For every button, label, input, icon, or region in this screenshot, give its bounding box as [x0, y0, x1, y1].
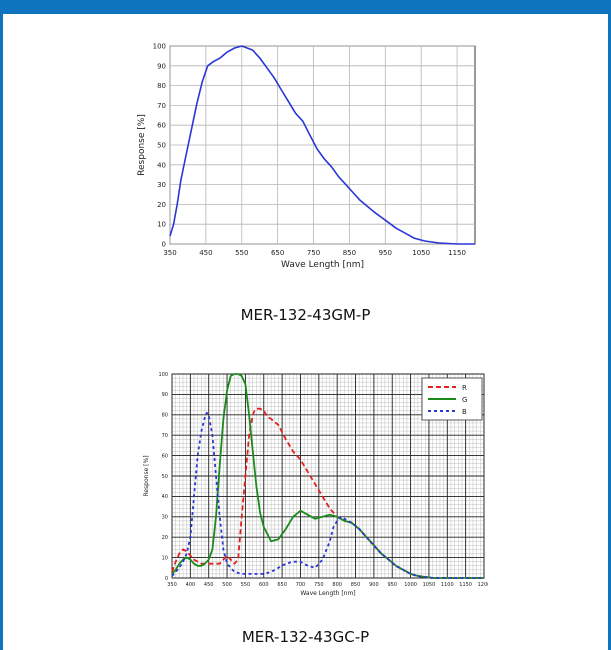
y-tick-label: 30 [162, 515, 168, 521]
y-tick-label: 80 [162, 413, 168, 419]
x-axis-label: Wave Length [nm] [281, 260, 364, 270]
x-tick-label: 1150 [448, 249, 466, 257]
x-tick-label: 600 [259, 582, 269, 588]
x-tick-label: 400 [186, 582, 196, 588]
x-tick-label: 700 [296, 582, 306, 588]
x-tick-label: 350 [167, 582, 177, 588]
x-tick-label: 1100 [441, 582, 454, 588]
y-tick-label: 0 [165, 576, 168, 582]
y-tick-label: 90 [157, 62, 166, 70]
y-tick-label: 20 [157, 201, 166, 209]
x-tick-label: 1050 [412, 249, 430, 257]
y-tick-label: 20 [162, 535, 168, 541]
y-tick-label: 60 [162, 453, 168, 459]
mono-response-chart: 350 450 550 650 750 850 950 1050 1150 0 10 20 30 40 50… [137, 42, 476, 270]
right-border [608, 0, 611, 650]
x-tick-label: 550 [241, 582, 251, 588]
series-line-b [171, 411, 484, 579]
y-axis-label: Response [%] [137, 114, 147, 176]
x-tick-label: 750 [314, 582, 324, 588]
y-tick-label: 60 [157, 122, 166, 130]
y-axis-label: Response [%] [143, 455, 150, 496]
x-tick-label: 1150 [459, 582, 472, 588]
series-line [169, 45, 475, 245]
y-tick-label: 100 [153, 42, 166, 50]
y-tick-label: 10 [162, 555, 168, 561]
x-axis-label: Wave Length [nm] [300, 590, 355, 597]
x-tick-label: 950 [387, 582, 397, 588]
y-tick-label: 50 [162, 474, 168, 480]
x-tick-label: 550 [235, 249, 248, 257]
x-tick-label: 850 [351, 582, 361, 588]
x-tick-label: 1050 [423, 582, 436, 588]
x-tick-label: 450 [204, 582, 214, 588]
x-tick-label: 850 [343, 249, 356, 257]
x-tick-label: 650 [271, 249, 284, 257]
color-chart-caption: MER-132-43GC-P [241, 628, 370, 646]
legend-label-g: G [462, 396, 467, 404]
y-tick-label: 80 [157, 82, 166, 90]
x-tick-label: 350 [163, 249, 176, 257]
y-tick-label: 40 [157, 161, 166, 169]
legend-label-b: B [462, 408, 467, 416]
x-tick-label: 650 [277, 582, 287, 588]
x-tick-label: 500 [222, 582, 232, 588]
x-tick-label: 950 [379, 249, 392, 257]
x-tick-label: 750 [307, 249, 320, 257]
y-tick-label: 50 [157, 141, 166, 149]
x-tick-label: 900 [369, 582, 379, 588]
y-tick-label: 30 [157, 181, 166, 189]
top-bar [0, 0, 611, 14]
y-tick-label: 70 [162, 433, 168, 439]
y-tick-label: 40 [162, 494, 168, 500]
color-response-chart: 350 400 450 500 550 600 650 700 750 800 850 900 950 1… [143, 372, 488, 597]
y-tick-label: 100 [158, 372, 168, 378]
x-tick-label: 1000 [404, 582, 417, 588]
y-tick-label: 0 [162, 240, 166, 248]
legend-label-r: R [462, 384, 467, 392]
y-tick-label: 90 [162, 392, 168, 398]
x-tick-label: 800 [332, 582, 342, 588]
y-tick-label: 70 [157, 102, 166, 110]
mono-chart-caption: MER-132-43GM-P [240, 306, 371, 324]
y-tick-label: 10 [157, 221, 166, 229]
left-border [0, 0, 3, 650]
x-tick-label: 450 [199, 249, 212, 257]
